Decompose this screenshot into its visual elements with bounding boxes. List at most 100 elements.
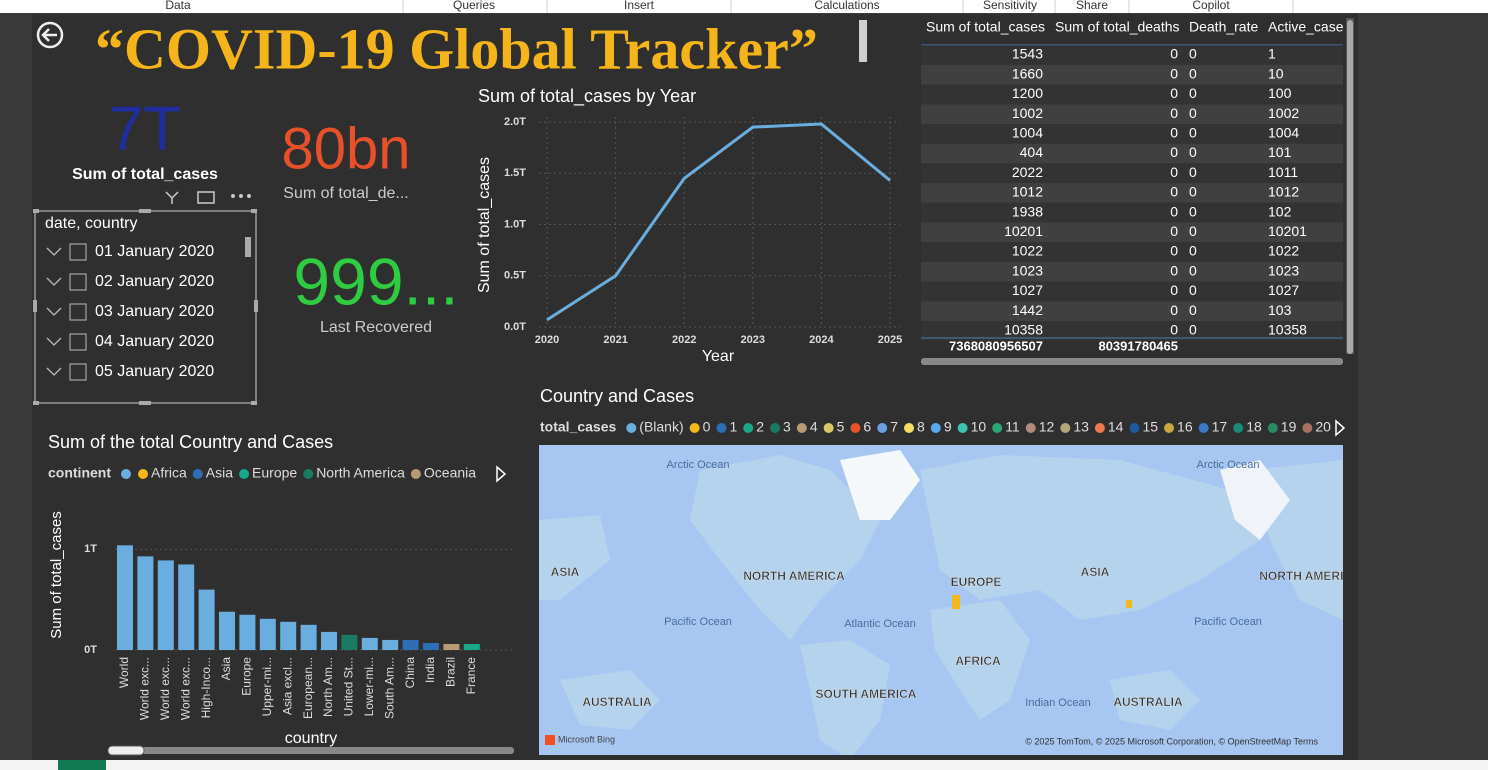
map-label: AUSTRALIA xyxy=(582,695,652,709)
checkbox[interactable] xyxy=(69,363,87,381)
legend-marker xyxy=(1060,423,1071,433)
bar xyxy=(219,611,235,650)
x-tick-label: High-Inco... xyxy=(199,657,213,718)
legend-marker xyxy=(1129,423,1140,433)
bar xyxy=(157,560,174,650)
table-cell: 0 xyxy=(1170,125,1178,141)
legend-next[interactable] xyxy=(496,465,507,483)
map-label: NORTH AMERICA xyxy=(1259,569,1361,583)
table-cell: 0 xyxy=(1189,65,1197,81)
map-label: AFRICA xyxy=(955,654,1001,668)
table-cell: 0 xyxy=(1189,164,1197,180)
map-label: Indian Ocean xyxy=(1025,697,1090,709)
map-label: Atlantic Ocean xyxy=(844,618,916,630)
table-cell: 0 xyxy=(1189,144,1197,160)
page-tab[interactable] xyxy=(58,760,106,770)
highlight-region xyxy=(1126,600,1132,608)
table-total: 80391780465 xyxy=(1098,338,1178,353)
table-cell: 1543 xyxy=(1012,46,1043,62)
table-cell: 0 xyxy=(1170,203,1178,219)
table-row xyxy=(921,183,1343,203)
dashboard-title: “COVID-19 Global Tracker” xyxy=(95,16,818,81)
table-cell: 1 xyxy=(1268,46,1276,62)
x-tick-label: South Am... xyxy=(382,657,396,719)
x-tick-label: European... xyxy=(301,657,315,719)
x-tick-label: France xyxy=(464,657,478,695)
legend-label: Oceania xyxy=(424,465,476,481)
x-tick-label: Upper-mi... xyxy=(260,657,274,716)
table-scrollbar[interactable] xyxy=(1347,20,1353,354)
table-row xyxy=(921,321,1343,341)
table-cell: 0 xyxy=(1189,282,1197,298)
table-h-scrollbar[interactable] xyxy=(921,358,1343,365)
checkbox[interactable] xyxy=(69,243,87,261)
table-cell: 0 xyxy=(1170,282,1178,298)
legend-label: 20 xyxy=(1315,419,1331,435)
ribbon xyxy=(0,0,1488,13)
card-value: 999... xyxy=(293,244,458,318)
ribbon-tab: Insert xyxy=(624,0,655,12)
x-tick-label: 2022 xyxy=(672,334,696,346)
legend-label: 5 xyxy=(837,419,845,435)
ribbon-tab: Calculations xyxy=(814,0,879,12)
legend-next[interactable] xyxy=(1335,419,1346,437)
visual-header-icons[interactable] xyxy=(165,191,251,204)
x-tick-label: North Am... xyxy=(321,657,335,717)
legend-marker xyxy=(796,423,807,433)
bar-scrollbar[interactable] xyxy=(108,747,514,754)
slicer-item: 02 January 2020 xyxy=(95,273,214,290)
bar xyxy=(382,639,399,650)
checkbox[interactable] xyxy=(69,273,87,291)
x-tick-label: China xyxy=(403,657,417,689)
map-label: NORTH AMERICA xyxy=(743,569,845,583)
bar xyxy=(402,639,419,650)
table-cell: 1023 xyxy=(1268,262,1299,278)
x-tick-label: 2021 xyxy=(603,334,627,346)
x-tick-label: 2024 xyxy=(809,334,834,346)
slicer-scrollbar[interactable] xyxy=(245,237,251,257)
checkbox[interactable] xyxy=(69,333,87,351)
map-label: ASIA xyxy=(1081,565,1110,579)
table-cell: 0 xyxy=(1170,46,1178,62)
slicer-handles xyxy=(33,209,258,405)
legend-label: 18 xyxy=(1246,419,1262,435)
legend-label: 17 xyxy=(1212,419,1228,435)
greenland xyxy=(840,450,920,520)
table-row xyxy=(921,45,1343,65)
table-cell: 0 xyxy=(1189,243,1197,259)
bar xyxy=(117,545,133,650)
checkbox[interactable] xyxy=(69,303,87,321)
slicer-item: 05 January 2020 xyxy=(95,363,214,380)
legend-marker xyxy=(1302,423,1313,433)
ribbon-tab: Data xyxy=(165,0,191,12)
map-brand: Microsoft Bing xyxy=(558,734,615,744)
table-row xyxy=(921,301,1343,321)
table-row xyxy=(921,202,1343,223)
table-row xyxy=(921,261,1343,282)
y-tick-label: 0.5T xyxy=(504,270,526,282)
bing-logo xyxy=(545,735,555,745)
x-axis-label: country xyxy=(285,730,337,747)
table-cell: 0 xyxy=(1189,105,1197,121)
table-cell: 100 xyxy=(1268,85,1292,101)
map-label: Arctic Ocean xyxy=(1197,459,1260,471)
table-cell: 1002 xyxy=(1012,105,1043,121)
table-cell: 0 xyxy=(1189,46,1197,62)
column-header: Sum of total_deaths xyxy=(1055,19,1180,35)
x-tick-label: India xyxy=(423,657,437,683)
column-header: Active_case xyxy=(1268,19,1344,35)
bar-scroll-thumb[interactable] xyxy=(107,745,145,756)
table-row xyxy=(921,84,1343,105)
back-button[interactable] xyxy=(36,21,64,49)
map[interactable]: Arctic Ocean Arctic Ocean ASIA NORTH AMERIC… xyxy=(539,445,1361,760)
legend-label: 3 xyxy=(783,419,791,435)
table-cell: 0 xyxy=(1170,164,1178,180)
table-cell: 1012 xyxy=(1012,184,1043,200)
table-cell: 0 xyxy=(1170,105,1178,121)
x-tick-label: Asia excl... xyxy=(280,657,294,715)
map-title: Country and Cases xyxy=(540,386,694,406)
bar xyxy=(300,624,317,650)
table-cell: 2022 xyxy=(1012,164,1043,180)
